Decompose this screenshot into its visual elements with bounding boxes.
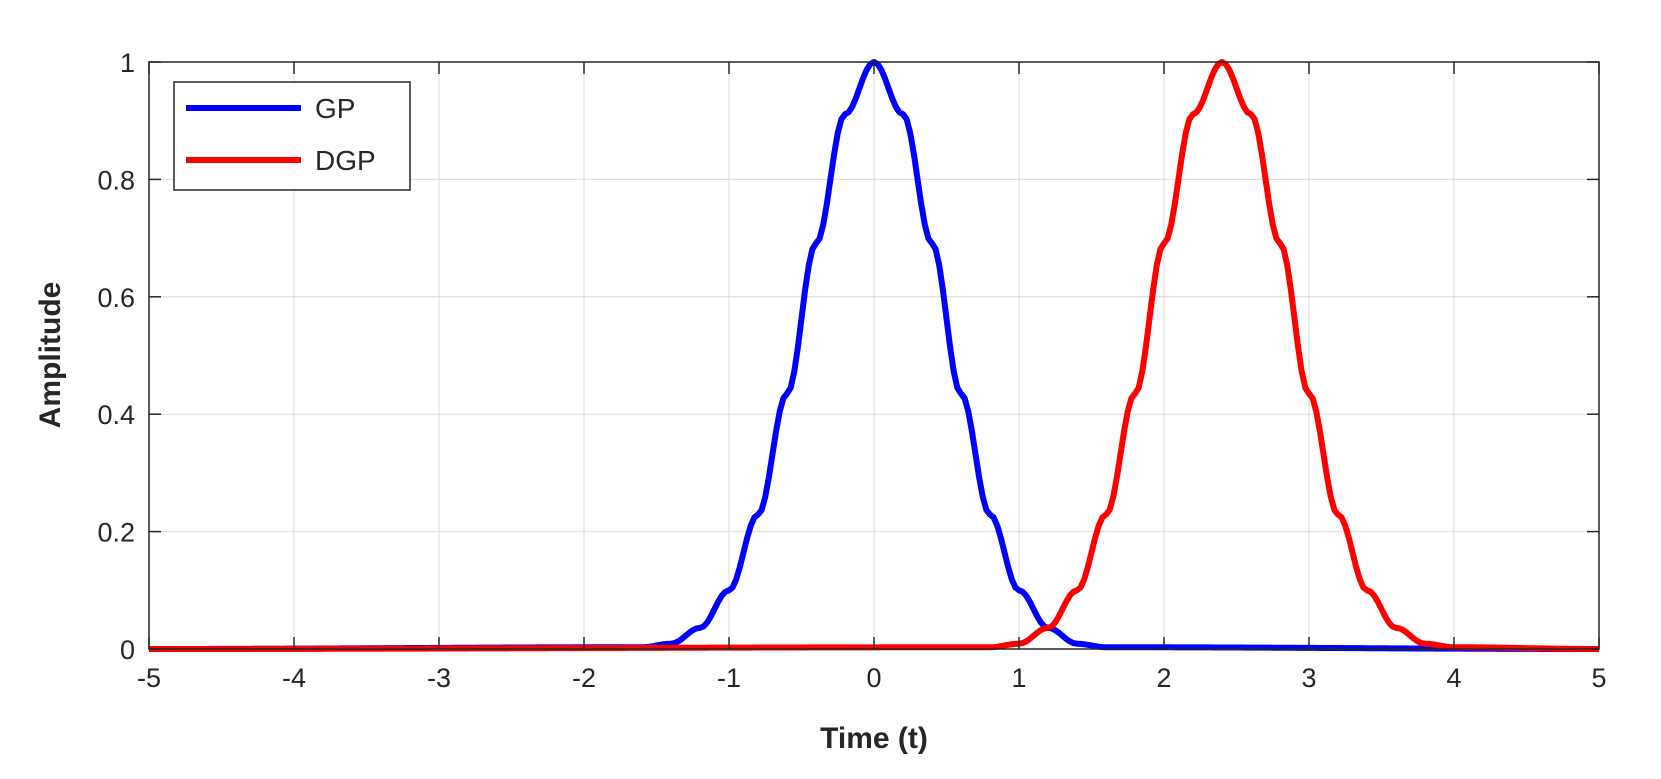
x-tick-label: -3 — [427, 663, 451, 693]
legend: GP DGP — [173, 81, 411, 191]
y-tick-label: 0.4 — [97, 400, 135, 430]
x-tick-label: -5 — [137, 663, 161, 693]
x-tick-label: 0 — [866, 663, 881, 693]
x-tick-label: -1 — [717, 663, 741, 693]
y-tick-labels: 0 0.2 0.4 0.6 0.8 1 — [97, 48, 135, 665]
y-tick-label: 0 — [120, 635, 135, 665]
y-tick-label: 0.6 — [97, 283, 135, 313]
legend-label-gp: GP — [315, 93, 355, 124]
x-tick-label: 2 — [1156, 663, 1171, 693]
x-tick-label: 5 — [1591, 663, 1606, 693]
y-tick-label: 0.2 — [97, 518, 135, 548]
legend-box — [173, 81, 411, 191]
x-axis-label: Time (t) — [820, 722, 928, 755]
x-tick-label: 1 — [1011, 663, 1026, 693]
x-tick-labels: -5 -4 -3 -2 -1 0 1 2 3 4 5 — [137, 663, 1607, 693]
y-tick-label: 1 — [120, 48, 135, 78]
legend-label-dgp: DGP — [315, 145, 376, 176]
x-tick-label: 4 — [1446, 663, 1461, 693]
y-tick-label: 0.8 — [97, 165, 135, 195]
x-tick-label: -2 — [572, 663, 596, 693]
x-tick-label: -4 — [282, 663, 306, 693]
ticks — [148, 61, 1600, 650]
x-tick-label: 3 — [1301, 663, 1316, 693]
y-axis-label: Amplitude — [34, 282, 67, 429]
